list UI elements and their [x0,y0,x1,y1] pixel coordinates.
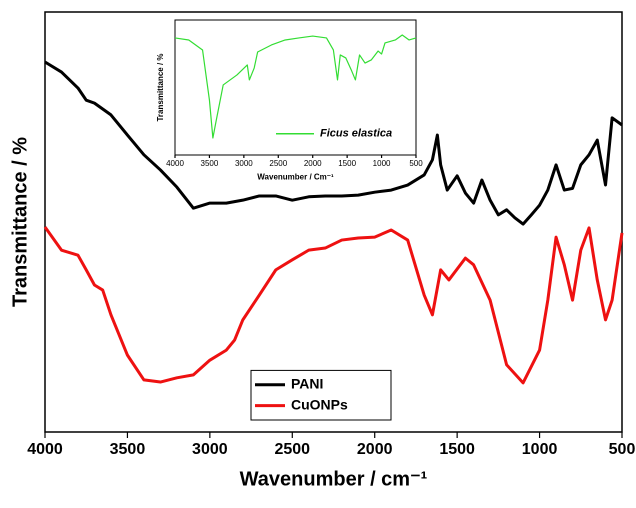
legend-box [250,369,392,421]
plot-area [174,19,417,156]
y-axis-label: Transmittance / % [9,137,31,307]
x-tick-label: 1000 [373,159,391,168]
legend-label: Ficus elastica [320,128,392,140]
x-tick-label: 500 [409,159,423,168]
x-tick-label: 3000 [192,441,228,458]
x-tick-label: 4000 [166,159,184,168]
x-axis-label: Wavenumber / cm⁻¹ [240,468,428,490]
series-line [43,226,624,385]
series-line [44,60,623,226]
legend-label: CuONPs [291,396,348,412]
y-axis-label: Transmittance / % [156,53,165,121]
x-tick-label: 2000 [357,441,393,458]
x-tick-label: 2500 [274,441,310,458]
x-tick-label: 4000 [27,441,63,458]
x-tick-label: 3000 [235,159,253,168]
series-line [174,34,417,139]
x-tick-label: 1500 [338,159,356,168]
x-tick-label: 3500 [110,441,146,458]
x-tick-label: 1500 [439,441,475,458]
x-axis-label: Wavenumber / Cm⁻¹ [257,172,334,181]
legend-label: PANI [291,376,323,392]
x-tick-label: 3500 [201,159,219,168]
x-tick-label: 500 [609,441,636,458]
x-tick-label: 2000 [304,159,322,168]
x-tick-label: 2500 [269,159,287,168]
x-tick-label: 1000 [522,441,558,458]
